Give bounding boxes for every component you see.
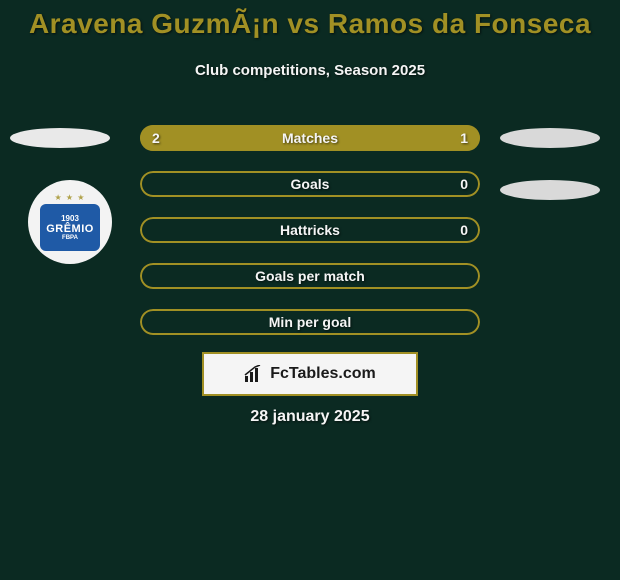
player-left-placeholder <box>10 128 110 148</box>
stat-row: Min per goal <box>140 309 480 335</box>
page-title: Aravena GuzmÃ¡n vs Ramos da Fonseca <box>0 8 620 40</box>
stat-label: Matches <box>140 125 480 151</box>
crest-name: GRÊMIO <box>46 223 94 235</box>
stat-value-left: 2 <box>152 125 160 151</box>
crest-badge: 1903 GRÊMIO FBPA <box>40 204 100 250</box>
stat-label: Goals <box>140 171 480 197</box>
player-right-placeholder <box>500 128 600 148</box>
stat-label: Hattricks <box>140 217 480 243</box>
crest-sub: FBPA <box>62 235 78 241</box>
date-label: 28 january 2025 <box>0 408 620 426</box>
bar-chart-icon <box>244 365 264 383</box>
subtitle: Club competitions, Season 2025 <box>0 62 620 79</box>
stat-value-right: 1 <box>460 125 468 151</box>
brand-box: FcTables.com <box>202 352 418 396</box>
stat-row: Hattricks0 <box>140 217 480 243</box>
stat-label: Goals per match <box>140 263 480 289</box>
stat-label: Min per goal <box>140 309 480 335</box>
club-right-placeholder <box>500 180 600 200</box>
stat-value-right: 0 <box>460 217 468 243</box>
crest-year: 1903 <box>61 214 79 223</box>
stat-row: Goals per match <box>140 263 480 289</box>
club-left-crest: ★ ★ ★ 1903 GRÊMIO FBPA <box>28 180 112 264</box>
crest-stars: ★ ★ ★ <box>55 193 86 202</box>
stat-row: Goals0 <box>140 171 480 197</box>
brand-text: FcTables.com <box>270 365 376 383</box>
stat-value-right: 0 <box>460 171 468 197</box>
stat-row: Matches2 1 <box>140 125 480 151</box>
comparison-infographic: Aravena GuzmÃ¡n vs Ramos da Fonseca Club… <box>0 0 620 580</box>
